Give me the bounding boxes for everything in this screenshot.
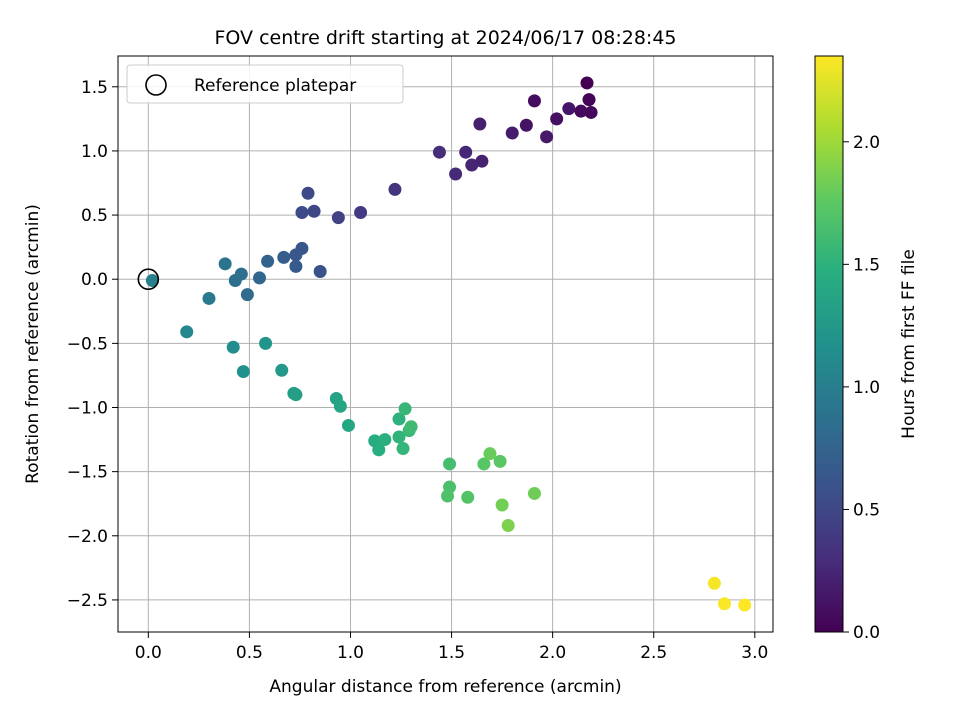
y-tick-label: −2.0 [67, 527, 108, 547]
colorbar-tick-label: 1.5 [853, 255, 880, 275]
data-point [378, 433, 392, 447]
data-point [218, 257, 232, 271]
data-point [477, 457, 491, 471]
colorbar-gradient [814, 55, 844, 633]
reference-platepar-marker [137, 268, 160, 291]
x-tick-label: 2.0 [539, 643, 566, 663]
legend-label: Reference platepar [194, 76, 356, 96]
data-point [574, 104, 588, 118]
data-point [505, 126, 519, 140]
data-points [145, 76, 752, 612]
colorbar-tick-label: 1.0 [853, 378, 880, 398]
data-point [145, 273, 159, 287]
data-point [527, 94, 541, 108]
data-point [275, 363, 289, 377]
y-tick-label: −2.5 [67, 591, 108, 611]
data-point [253, 271, 267, 285]
y-tick-label: 1.5 [81, 78, 108, 98]
colorbar-tick-label: 0.5 [853, 500, 880, 520]
y-tick-label: 0.0 [81, 270, 108, 290]
data-point [202, 291, 216, 305]
plot-frame [117, 55, 774, 633]
data-point [404, 420, 418, 434]
colorbar-tick-label: 2.0 [853, 133, 880, 153]
data-point [398, 402, 412, 416]
data-point [475, 154, 489, 168]
data-point [301, 186, 315, 200]
data-point [341, 418, 355, 432]
data-point [392, 430, 406, 444]
y-axis-ticks: 1.5 1.0 0.5 0.0 −0.5 −1.0 −1.5 −2.0 −2.5 [67, 78, 118, 611]
x-tick-label: 0.0 [135, 643, 162, 663]
data-point [461, 490, 475, 504]
data-point [459, 145, 473, 159]
x-tick-label: 2.5 [640, 643, 667, 663]
colorbar-label: Hours from first FF file [899, 249, 919, 439]
data-point [331, 211, 345, 225]
data-point [465, 158, 479, 172]
y-axis-label: Rotation from reference (arcmin) [23, 204, 43, 484]
data-point [443, 457, 457, 471]
legend: Reference platepar [126, 64, 404, 104]
x-tick-label: 1.0 [337, 643, 364, 663]
colorbar-ticks: 0.0 0.5 1.0 1.5 2.0 [843, 133, 880, 643]
x-tick-label: 3.0 [741, 643, 768, 663]
data-point [580, 76, 594, 90]
data-point [527, 486, 541, 500]
data-point [483, 447, 497, 461]
data-point [388, 182, 402, 196]
data-point [289, 388, 303, 402]
data-point [519, 118, 533, 132]
x-tick-label: 0.5 [236, 643, 263, 663]
data-point [550, 112, 564, 126]
legend-marker-icon [145, 74, 167, 96]
data-point [354, 206, 368, 220]
data-point [259, 336, 273, 350]
data-point [449, 167, 463, 181]
data-point [584, 105, 598, 119]
data-point [295, 206, 309, 220]
data-point [396, 442, 410, 456]
data-point [493, 454, 507, 468]
data-point [562, 102, 576, 116]
data-point [495, 498, 509, 512]
data-point [236, 365, 250, 379]
data-point [180, 325, 194, 339]
data-point [289, 248, 303, 262]
chart-title: FOV centre drift starting at 2024/06/17 … [214, 27, 676, 49]
data-point [372, 443, 386, 457]
data-point [473, 117, 487, 131]
data-point [738, 598, 752, 612]
data-point [277, 250, 291, 264]
y-tick-label: −0.5 [67, 334, 108, 354]
data-point [441, 489, 455, 503]
data-point [333, 399, 347, 413]
y-tick-label: −1.5 [67, 463, 108, 483]
data-point [240, 288, 254, 302]
data-point [707, 576, 721, 590]
grid-lines [118, 56, 773, 632]
data-point [392, 412, 406, 426]
data-point [313, 265, 327, 279]
colorbar: 0.0 0.5 1.0 1.5 2.0 Hours from first FF file [814, 55, 919, 643]
x-axis-ticks: 0.0 0.5 1.0 1.5 2.0 2.5 3.0 [135, 632, 768, 663]
data-point [307, 204, 321, 218]
data-point [432, 145, 446, 159]
x-tick-label: 1.5 [438, 643, 465, 663]
colorbar-tick-label: 0.0 [853, 623, 880, 643]
data-point [501, 519, 515, 533]
data-point [717, 597, 731, 611]
y-tick-label: −1.0 [67, 399, 108, 419]
data-point [226, 340, 240, 354]
y-tick-label: 0.5 [81, 206, 108, 226]
data-point [540, 130, 554, 144]
legend-box [126, 64, 404, 104]
y-tick-label: 1.0 [81, 142, 108, 162]
data-point [261, 254, 275, 268]
x-axis-label: Angular distance from reference (arcmin) [269, 677, 621, 697]
data-point [582, 93, 596, 107]
data-point [289, 259, 303, 273]
data-point [228, 273, 242, 287]
